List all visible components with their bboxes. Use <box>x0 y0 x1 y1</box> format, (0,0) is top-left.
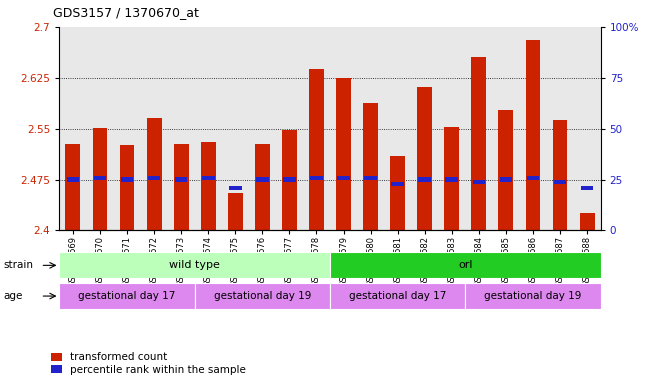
Bar <box>465 283 601 309</box>
Text: strain: strain <box>3 260 33 270</box>
Bar <box>525 40 541 230</box>
Bar <box>147 119 162 230</box>
Bar <box>67 177 79 182</box>
Bar <box>119 145 135 230</box>
Bar <box>444 127 459 230</box>
Bar <box>65 144 81 230</box>
Bar <box>59 252 330 278</box>
Bar <box>330 252 601 278</box>
Bar <box>256 177 269 182</box>
Bar <box>391 182 404 185</box>
Text: age: age <box>3 291 22 301</box>
Bar <box>527 176 539 180</box>
Bar <box>364 176 377 180</box>
Bar <box>390 156 405 230</box>
Bar <box>330 283 465 309</box>
Text: wild type: wild type <box>169 260 220 270</box>
Bar <box>148 176 160 180</box>
Text: gestational day 17: gestational day 17 <box>349 291 446 301</box>
Bar <box>552 121 568 230</box>
Bar <box>283 177 296 182</box>
Text: gestational day 19: gestational day 19 <box>214 291 311 301</box>
Bar <box>94 176 106 180</box>
Bar <box>59 283 195 309</box>
Bar <box>337 176 350 180</box>
Bar <box>417 86 432 230</box>
Bar <box>229 185 242 190</box>
Text: gestational day 17: gestational day 17 <box>79 291 176 301</box>
Bar <box>363 103 378 230</box>
Bar <box>309 69 324 230</box>
Bar <box>282 130 297 230</box>
Bar <box>579 214 595 230</box>
Bar <box>201 142 216 230</box>
Bar <box>92 128 108 230</box>
Legend: transformed count, percentile rank within the sample: transformed count, percentile rank withi… <box>51 353 246 375</box>
Text: orl: orl <box>458 260 473 270</box>
Bar <box>174 144 189 230</box>
Bar <box>500 177 512 182</box>
Text: gestational day 19: gestational day 19 <box>484 291 581 301</box>
Bar <box>121 177 133 182</box>
Bar <box>473 180 485 184</box>
Bar <box>471 58 486 230</box>
Bar <box>446 177 458 182</box>
Bar <box>418 177 431 182</box>
Bar <box>498 110 513 230</box>
Bar <box>336 78 351 230</box>
Bar <box>554 180 566 184</box>
Bar <box>310 176 323 180</box>
Bar <box>195 283 330 309</box>
Bar <box>255 144 270 230</box>
Bar <box>175 177 187 182</box>
Bar <box>202 176 215 180</box>
Text: GDS3157 / 1370670_at: GDS3157 / 1370670_at <box>53 6 199 19</box>
Bar <box>228 193 243 230</box>
Bar <box>581 185 593 190</box>
